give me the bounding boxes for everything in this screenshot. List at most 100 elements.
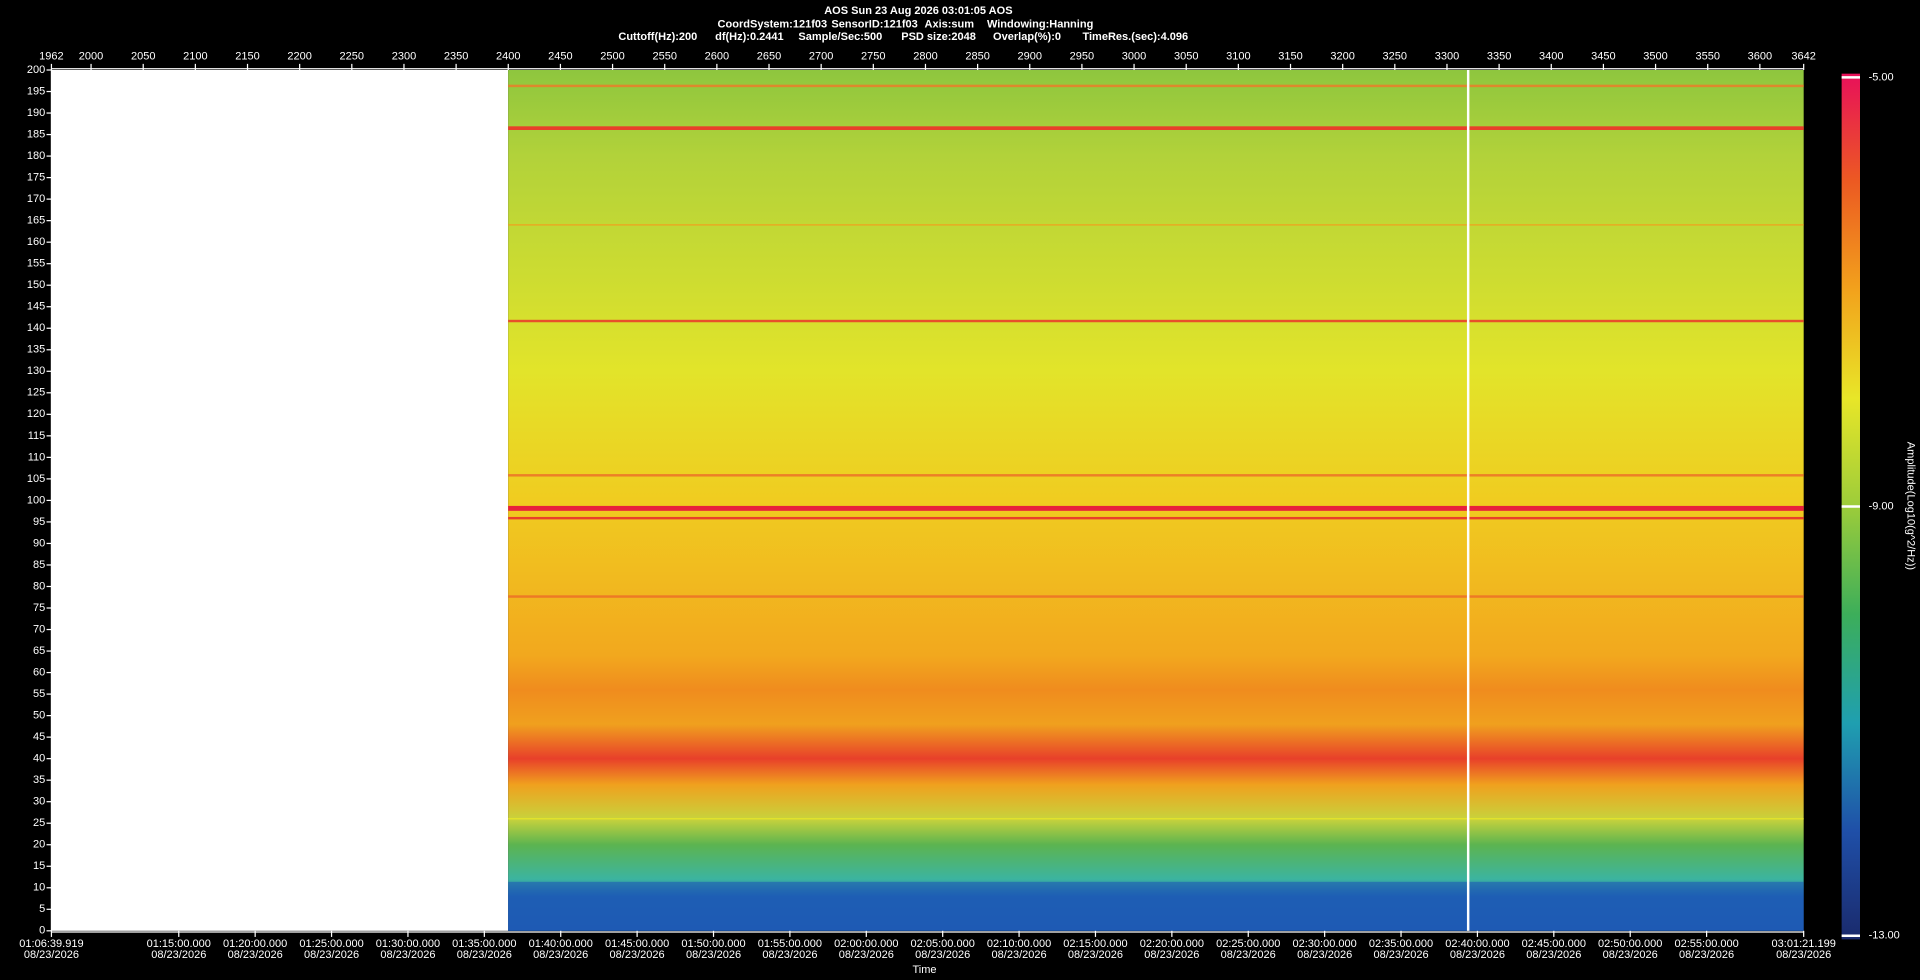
date-tick-label: 08/23/2026 [839, 949, 894, 961]
y-tick-label: 20 [33, 839, 45, 851]
x-tick-label: 3300 [1435, 50, 1460, 62]
y-tick-label: 105 [27, 473, 45, 485]
header-item: df(Hz):0.2441 [715, 31, 784, 43]
x-tick-label: 2950 [1070, 50, 1095, 62]
time-tick-label: 02:35:00.000 [1369, 938, 1433, 950]
x-tick-label: 2300 [392, 50, 417, 62]
date-tick-label: 08/23/2026 [228, 949, 283, 961]
x-tick-label: 3100 [1226, 50, 1251, 62]
y-tick-label: 90 [33, 537, 45, 549]
y-tick-label: 80 [33, 580, 45, 592]
y-tick-label: 45 [33, 731, 45, 743]
x-tick-label: 3500 [1643, 50, 1668, 62]
date-tick-label: 08/23/2026 [533, 949, 588, 961]
date-tick-label: 08/23/2026 [1373, 949, 1428, 961]
header-item: Overlap(%):0 [993, 31, 1061, 43]
header-item: SensorID:121f03 [831, 19, 917, 31]
y-tick-label: 110 [28, 451, 46, 463]
date-tick-label: 08/23/2026 [1144, 949, 1199, 961]
date-tick-label: 08/23/2026 [686, 949, 741, 961]
y-tick-label: 140 [27, 322, 45, 334]
y-tick-label: 30 [33, 796, 45, 808]
y-tick-label: 0 [39, 925, 45, 937]
time-tick-label: 01:25:00.000 [299, 938, 363, 950]
x-tick-label: 3550 [1695, 50, 1720, 62]
header-item: CoordSystem:121f03 [718, 19, 828, 31]
x-tick-label: 3350 [1487, 50, 1512, 62]
y-tick-label: 70 [33, 623, 45, 635]
date-tick-label: 08/23/2026 [1679, 949, 1734, 961]
y-tick-label: 25 [33, 817, 45, 829]
y-tick-label: 190 [27, 107, 45, 119]
date-tick-label: 08/23/2026 [610, 949, 665, 961]
y-tick-label: 115 [28, 430, 46, 442]
x-axis-label: Time [912, 964, 936, 976]
y-tick-label: 55 [33, 688, 45, 700]
date-tick-label: 08/23/2026 [992, 949, 1047, 961]
y-tick-label: 175 [27, 172, 45, 184]
y-tick-label: 160 [27, 236, 45, 248]
x-tick-label: 2350 [444, 50, 469, 62]
x-tick-label: 2900 [1018, 50, 1043, 62]
time-tick-label: 01:50:00.000 [681, 938, 745, 950]
time-tick-label: 01:06:39.919 [19, 938, 83, 950]
y-tick-label: 150 [27, 279, 45, 291]
y-tick-label: 145 [27, 301, 45, 313]
y-tick-label: 180 [27, 150, 45, 162]
x-tick-label: 2400 [496, 50, 521, 62]
y-tick-label: 120 [27, 408, 45, 420]
x-tick-label: 2050 [131, 50, 156, 62]
x-tick-label: 3600 [1748, 50, 1773, 62]
y-tick-label: 170 [27, 193, 45, 205]
x-tick-label: 3642 [1791, 50, 1816, 62]
x-tick-label: 2000 [79, 50, 104, 62]
date-tick-label: 08/23/2026 [151, 949, 206, 961]
x-tick-label: 3150 [1278, 50, 1303, 62]
x-tick-label: 3450 [1591, 50, 1616, 62]
x-tick-label: 2200 [287, 50, 312, 62]
y-tick-label: 85 [33, 559, 45, 571]
time-tick-label: 02:55:00.000 [1674, 938, 1738, 950]
time-tick-label: 01:35:00.000 [452, 938, 516, 950]
header-item: TimeRes.(sec):4.096 [1082, 31, 1188, 43]
x-tick-label: 2550 [652, 50, 677, 62]
y-tick-label: 125 [27, 387, 45, 399]
y-tick-label: 75 [33, 602, 45, 614]
colorbar-tick-label: -5.00 [1869, 71, 1894, 83]
time-tick-label: 03:01:21.199 [1772, 938, 1836, 950]
time-tick-label: 02:05:00.000 [911, 938, 975, 950]
y-tick-label: 130 [27, 365, 45, 377]
header-title: AOS Sun 23 Aug 2026 03:01:05 AOS [824, 5, 1012, 17]
date-tick-label: 08/23/2026 [1297, 949, 1352, 961]
y-tick-label: 100 [27, 494, 45, 506]
time-tick-label: 02:50:00.000 [1598, 938, 1662, 950]
time-tick-label: 01:45:00.000 [605, 938, 669, 950]
date-tick-label: 08/23/2026 [1221, 949, 1276, 961]
x-tick-label: 2600 [705, 50, 730, 62]
x-tick-label: 2700 [809, 50, 834, 62]
time-tick-label: 02:10:00.000 [987, 938, 1051, 950]
x-tick-label: 2450 [548, 50, 573, 62]
date-tick-label: 08/23/2026 [762, 949, 817, 961]
y-tick-label: 5 [39, 903, 45, 915]
x-tick-label: 3400 [1539, 50, 1564, 62]
time-tick-label: 02:45:00.000 [1522, 938, 1586, 950]
x-tick-label: 2750 [861, 50, 886, 62]
colorbar-label: Amplitude(Log10(g^2/Hz)) [1904, 442, 1916, 570]
x-tick-label: 2500 [600, 50, 625, 62]
x-tick-label: 2150 [235, 50, 260, 62]
colorbar-tick-label: -13.00 [1869, 930, 1900, 942]
header: AOS Sun 23 Aug 2026 03:01:05 AOS CoordSy… [618, 5, 1188, 43]
time-tick-label: 01:15:00.000 [147, 938, 211, 950]
empty-region [51, 70, 509, 931]
y-tick-label: 40 [33, 753, 45, 765]
x-tick-label: 2250 [340, 50, 365, 62]
y-tick-label: 50 [33, 710, 45, 722]
y-tick-label: 195 [27, 85, 45, 97]
x-tick-label: 3050 [1174, 50, 1199, 62]
colorbar-tick-label: -9.00 [1869, 500, 1894, 512]
y-tick-label: 135 [27, 344, 45, 356]
date-tick-label: 08/23/2026 [304, 949, 359, 961]
time-tick-label: 01:30:00.000 [376, 938, 440, 950]
